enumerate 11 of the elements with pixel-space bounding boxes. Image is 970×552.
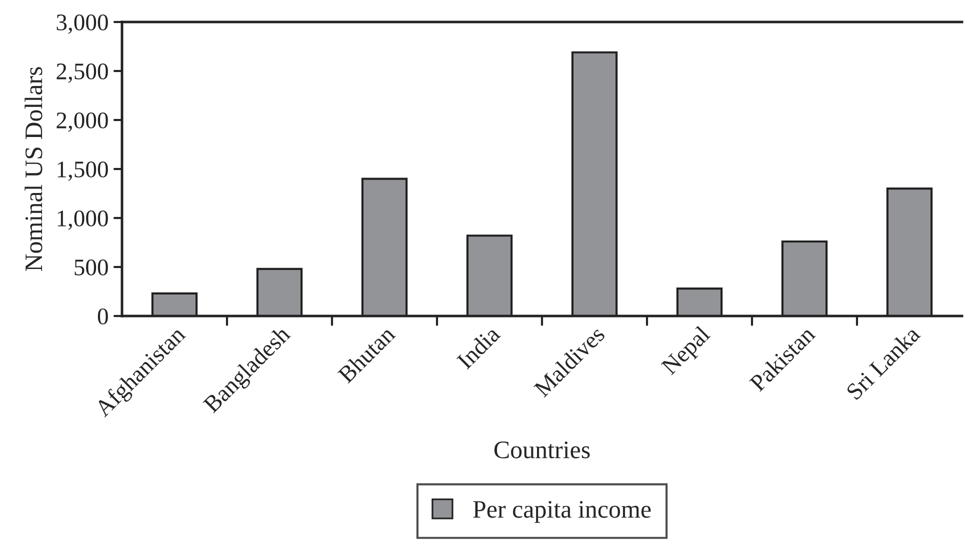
y-tick-label: 1,500: [58, 161, 108, 181]
y-tick-label: 1,000: [58, 210, 108, 230]
y-tick-label: 2,000: [56, 112, 108, 132]
y-tick-label: 3,000: [56, 14, 108, 34]
y-axis-title: Nominal US Dollars: [24, 67, 42, 272]
y-tick-label: 0: [98, 308, 108, 324]
y-tick-label: 2,500: [56, 63, 108, 83]
y-tick-label: 500: [74, 259, 108, 276]
legend-label: Per capita income: [473, 501, 651, 523]
x-axis-title: Countries: [494, 442, 590, 458]
x-tick-label: India: [456, 324, 502, 370]
